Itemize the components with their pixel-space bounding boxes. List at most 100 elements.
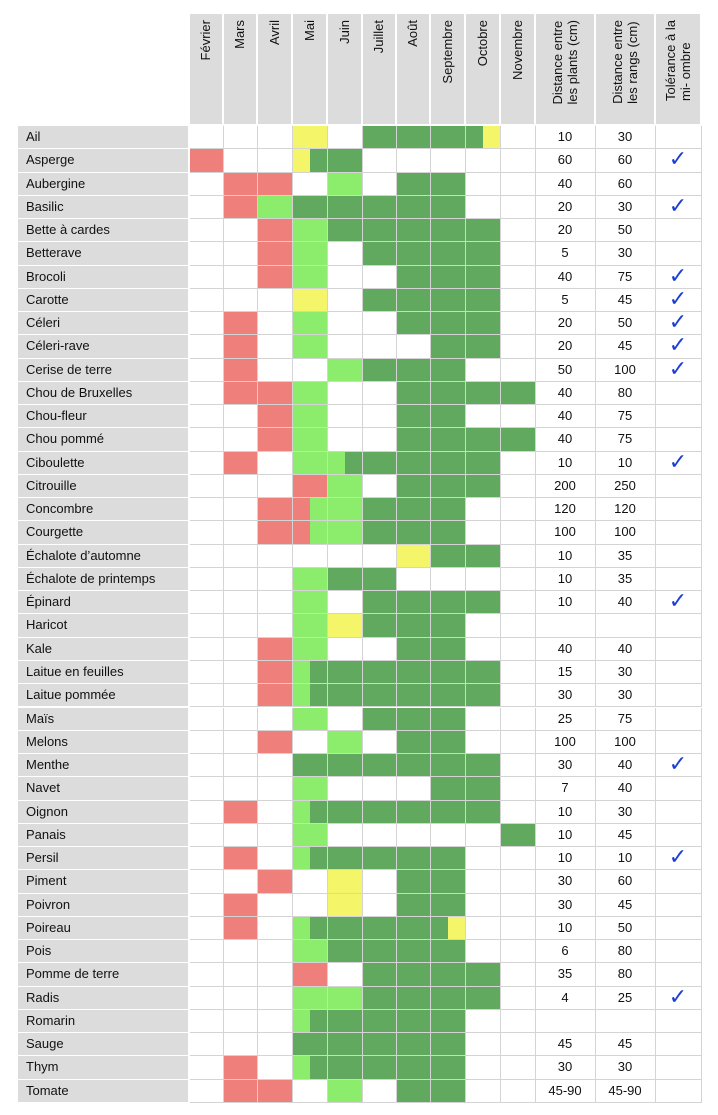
- row-spacing-value: 120: [614, 501, 636, 517]
- month-cell: [363, 637, 397, 661]
- grid-cell: [536, 591, 596, 615]
- row-spacing-value: 80: [617, 384, 633, 400]
- month-cell: [224, 358, 258, 382]
- month-cell: [431, 754, 466, 778]
- grid-cell: [656, 288, 702, 313]
- month-cell: [190, 823, 224, 848]
- month-cell: [397, 405, 431, 429]
- month-cell: [293, 1079, 328, 1103]
- month-cell: [293, 288, 328, 313]
- month-cell: [397, 521, 431, 545]
- plant-name: Maïs: [18, 707, 188, 730]
- month-cell: [328, 847, 363, 871]
- plant-spacing-header: Distance entre les plants (cm): [550, 20, 580, 105]
- plant-spacing-value: 20: [557, 315, 573, 331]
- month-cell: [363, 1056, 397, 1080]
- plant-name: Ail: [18, 126, 188, 149]
- grid-cell: [656, 521, 702, 545]
- month-cell: [363, 847, 397, 871]
- month-cell: [190, 637, 224, 661]
- month-cell: [431, 1033, 466, 1057]
- month-cell: [397, 1009, 431, 1034]
- month-cell: [224, 1056, 258, 1080]
- grid-cell: [536, 660, 596, 685]
- plant-spacing-value: 50: [557, 361, 573, 377]
- month-cell: [293, 219, 328, 243]
- month-cell: [258, 614, 293, 638]
- checkmark-icon: ✓: [668, 193, 688, 219]
- month-cell: [293, 684, 328, 708]
- grid-cell: [656, 474, 702, 499]
- checkmark-icon: ✓: [668, 356, 688, 382]
- month-cell: [224, 405, 258, 429]
- month-cell: [466, 1009, 501, 1034]
- month-cell: [397, 684, 431, 708]
- month-cell: [363, 474, 397, 499]
- month-cell: [258, 451, 293, 475]
- month-cell: [431, 451, 466, 475]
- plant-spacing-value: 30: [557, 896, 573, 912]
- month-cell: [363, 591, 397, 615]
- month-cell: [501, 1009, 536, 1034]
- month-cell: [258, 405, 293, 429]
- month-cell: [258, 893, 293, 917]
- grid-cell: [656, 195, 702, 220]
- month-cell: [397, 916, 431, 941]
- grid-cell: [596, 1033, 656, 1057]
- month-cell: [224, 312, 258, 336]
- month-cell: [328, 172, 363, 196]
- grid-cell: [596, 847, 656, 871]
- month-cell: [328, 451, 363, 475]
- month-cell: [397, 312, 431, 336]
- grid-cell: [596, 428, 656, 452]
- row-spacing-value: 60: [617, 152, 633, 168]
- month-cell: [293, 823, 328, 848]
- month-cell: [224, 544, 258, 568]
- row-spacing-value: 30: [617, 245, 633, 261]
- month-cell: [466, 126, 501, 150]
- month-cell: [293, 591, 328, 615]
- grid-cell: [596, 265, 656, 289]
- month-cell: [466, 358, 501, 382]
- month-cell: [431, 567, 466, 592]
- month-cell: [363, 172, 397, 196]
- month-cell: [363, 126, 397, 150]
- month-cell: [293, 660, 328, 685]
- month-cell: [466, 940, 501, 964]
- month-cell: [431, 149, 466, 173]
- month-cell: [190, 265, 224, 289]
- month-cell: [190, 614, 224, 638]
- month-cell: [258, 1033, 293, 1057]
- month-cell: [258, 777, 293, 801]
- grid-cell: [656, 405, 702, 429]
- grid-cell: [536, 312, 596, 336]
- month-cell: [190, 1056, 224, 1080]
- row-spacing-value: 40: [617, 594, 633, 610]
- grid-cell: [656, 847, 702, 871]
- month-cell: [258, 195, 293, 220]
- row-spacing-value: 60: [617, 873, 633, 889]
- plant-name: Laitue en feuilles: [18, 660, 188, 684]
- plant-spacing-value: 40: [557, 175, 573, 191]
- plant-spacing-value: 5: [561, 291, 569, 307]
- grid-cell: [596, 358, 656, 382]
- plant-name: Radis: [18, 986, 188, 1009]
- month-cell: [190, 777, 224, 801]
- month-cell: [431, 823, 466, 848]
- plant-spacing-value: 30: [557, 757, 573, 773]
- month-cell: [258, 474, 293, 499]
- month-cell: [397, 986, 431, 1010]
- month-cell: [258, 730, 293, 754]
- month-cell: [328, 660, 363, 685]
- month-cell: [224, 149, 258, 173]
- month-cell: [293, 754, 328, 778]
- month-cell: [190, 544, 224, 568]
- row-spacing-value: 10: [617, 850, 633, 866]
- month-cell: [501, 195, 536, 220]
- month-cell: [431, 428, 466, 452]
- month-cell: [431, 242, 466, 266]
- grid-cell: [656, 172, 702, 196]
- month-header: Mars: [232, 20, 247, 49]
- month-cell: [258, 498, 293, 522]
- grid-cell: [656, 567, 702, 592]
